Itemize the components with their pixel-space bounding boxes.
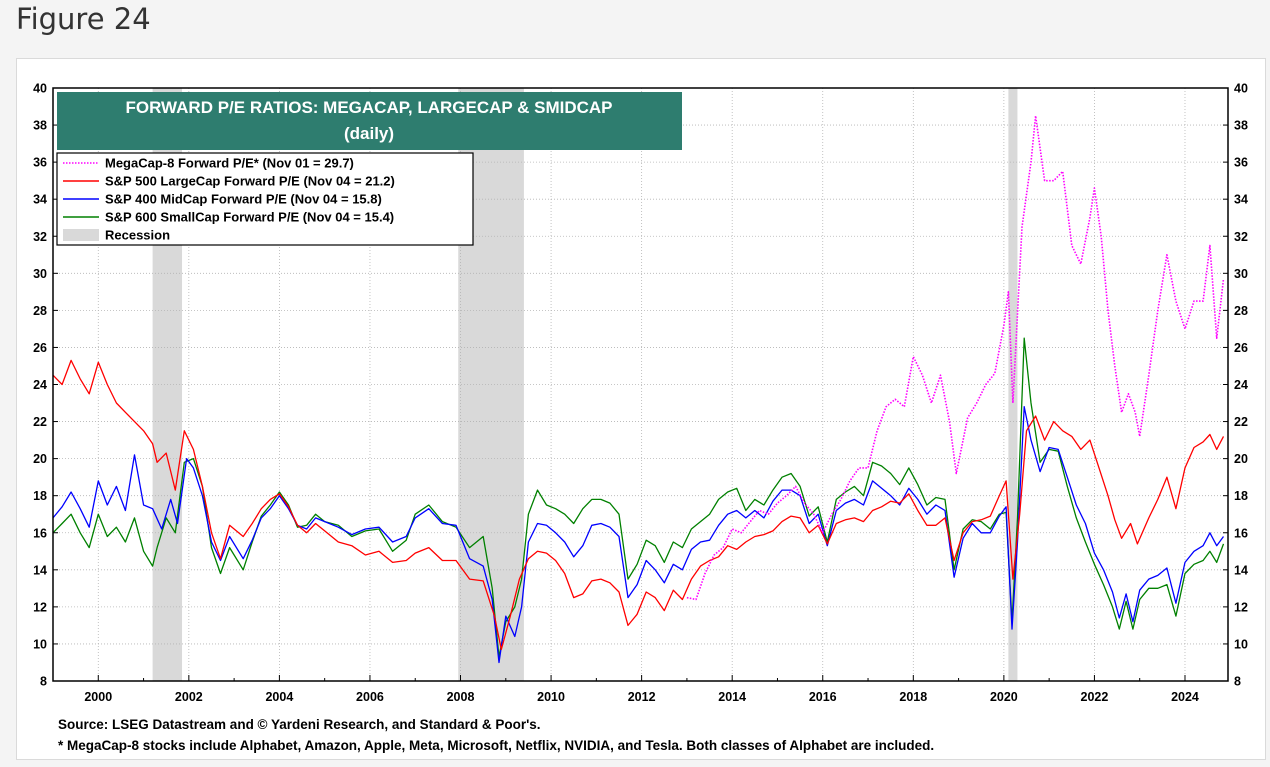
series-line-3 — [52, 406, 1225, 664]
y-tick-label-left: 26 — [33, 341, 47, 355]
legend-label-4: S&P 600 SmallCap Forward P/E (Nov 04 = 1… — [105, 210, 394, 225]
chart-title-background — [57, 92, 682, 150]
y-tick-label-left: 22 — [33, 415, 47, 429]
legend-box — [56, 152, 474, 246]
chart-card: 8 8 10 10 12 12 14 14 16 16 18 18 20 20 22 22 24 24 26 26 28… — [16, 58, 1266, 760]
x-tick-label: 2004 — [265, 690, 293, 704]
y-tick-label-right: 16 — [1234, 526, 1248, 540]
x-tick-label: 2006 — [356, 690, 384, 704]
legend-swatch-recession — [63, 229, 99, 241]
y-tick-label-right: 40 — [1234, 82, 1248, 96]
y-tick-label-left: 36 — [33, 156, 47, 170]
legend: MegaCap-8 Forward P/E* (Nov 01 = 29.7) S&… — [56, 152, 474, 246]
y-tick-label-right: 24 — [1234, 378, 1248, 392]
y-tick-label-left: 10 — [33, 637, 47, 651]
y-tick-label-left: 28 — [33, 304, 47, 318]
x-tick-label: 2010 — [537, 690, 565, 704]
series-line-2 — [52, 359, 1225, 651]
x-tick-label: 2016 — [809, 690, 837, 704]
y-tick-label-left: 14 — [33, 563, 47, 577]
x-tick-label: 2000 — [84, 690, 112, 704]
legend-label-3: S&P 400 MidCap Forward P/E (Nov 04 = 15.… — [105, 192, 382, 207]
series-line-4 — [52, 337, 1225, 658]
y-tick-label-right: 34 — [1234, 193, 1248, 207]
y-tick-label-left: 18 — [33, 489, 47, 503]
y-tick-label-right: 30 — [1234, 267, 1248, 281]
y-tick-label-right: 18 — [1234, 489, 1248, 503]
chart-subtitle: (daily) — [344, 124, 394, 143]
y-tick-label-left: 32 — [33, 230, 47, 244]
x-tick-label: 2012 — [628, 690, 656, 704]
x-tick-label: 2020 — [990, 690, 1018, 704]
y-tick-label-left: 8 — [40, 675, 47, 689]
series-line-1 — [686, 115, 1225, 601]
y-tick-label-left: 24 — [33, 378, 47, 392]
y-tick-label-right: 20 — [1234, 452, 1248, 466]
y-tick-label-left: 12 — [33, 600, 47, 614]
y-tick-label-right: 38 — [1234, 119, 1248, 133]
footnote: * MegaCap-8 stocks include Alphabet, Ama… — [58, 738, 934, 753]
y-tick-label-right: 26 — [1234, 341, 1248, 355]
series-lines — [52, 115, 1225, 664]
y-tick-label-right: 36 — [1234, 156, 1248, 170]
source-note: Source: LSEG Datastream and © Yardeni Re… — [58, 717, 541, 732]
legend-label-1: MegaCap-8 Forward P/E* (Nov 01 = 29.7) — [105, 156, 354, 171]
y-tick-label-right: 32 — [1234, 230, 1248, 244]
chart-title: FORWARD P/E RATIOS: MEGACAP, LARGECAP & … — [125, 98, 612, 117]
y-tick-label-left: 16 — [33, 526, 47, 540]
y-tick-label-right: 14 — [1234, 563, 1248, 577]
legend-label-recession: Recession — [105, 228, 170, 243]
x-tick-label: 2014 — [718, 690, 746, 704]
y-tick-label-left: 34 — [33, 193, 47, 207]
y-tick-label-left: 30 — [33, 267, 47, 281]
chart-title-box: FORWARD P/E RATIOS: MEGACAP, LARGECAP & … — [57, 92, 682, 150]
x-tick-label: 2008 — [447, 690, 475, 704]
y-tick-label-right: 28 — [1234, 304, 1248, 318]
y-tick-label-right: 12 — [1234, 600, 1248, 614]
x-tick-label: 2022 — [1081, 690, 1109, 704]
figure-label: Figure 24 — [16, 2, 151, 36]
y-tick-label-left: 40 — [33, 82, 47, 96]
y-tick-label-left: 38 — [33, 119, 47, 133]
legend-label-2: S&P 500 LargeCap Forward P/E (Nov 04 = 2… — [105, 174, 395, 189]
y-tick-label-left: 20 — [33, 452, 47, 466]
y-tick-label-right: 22 — [1234, 415, 1248, 429]
y-tick-label-right: 10 — [1234, 637, 1248, 651]
y-tick-label-right: 8 — [1234, 675, 1241, 689]
x-tick-label: 2018 — [899, 690, 927, 704]
x-tick-label: 2002 — [175, 690, 203, 704]
x-tick-label: 2024 — [1171, 690, 1199, 704]
